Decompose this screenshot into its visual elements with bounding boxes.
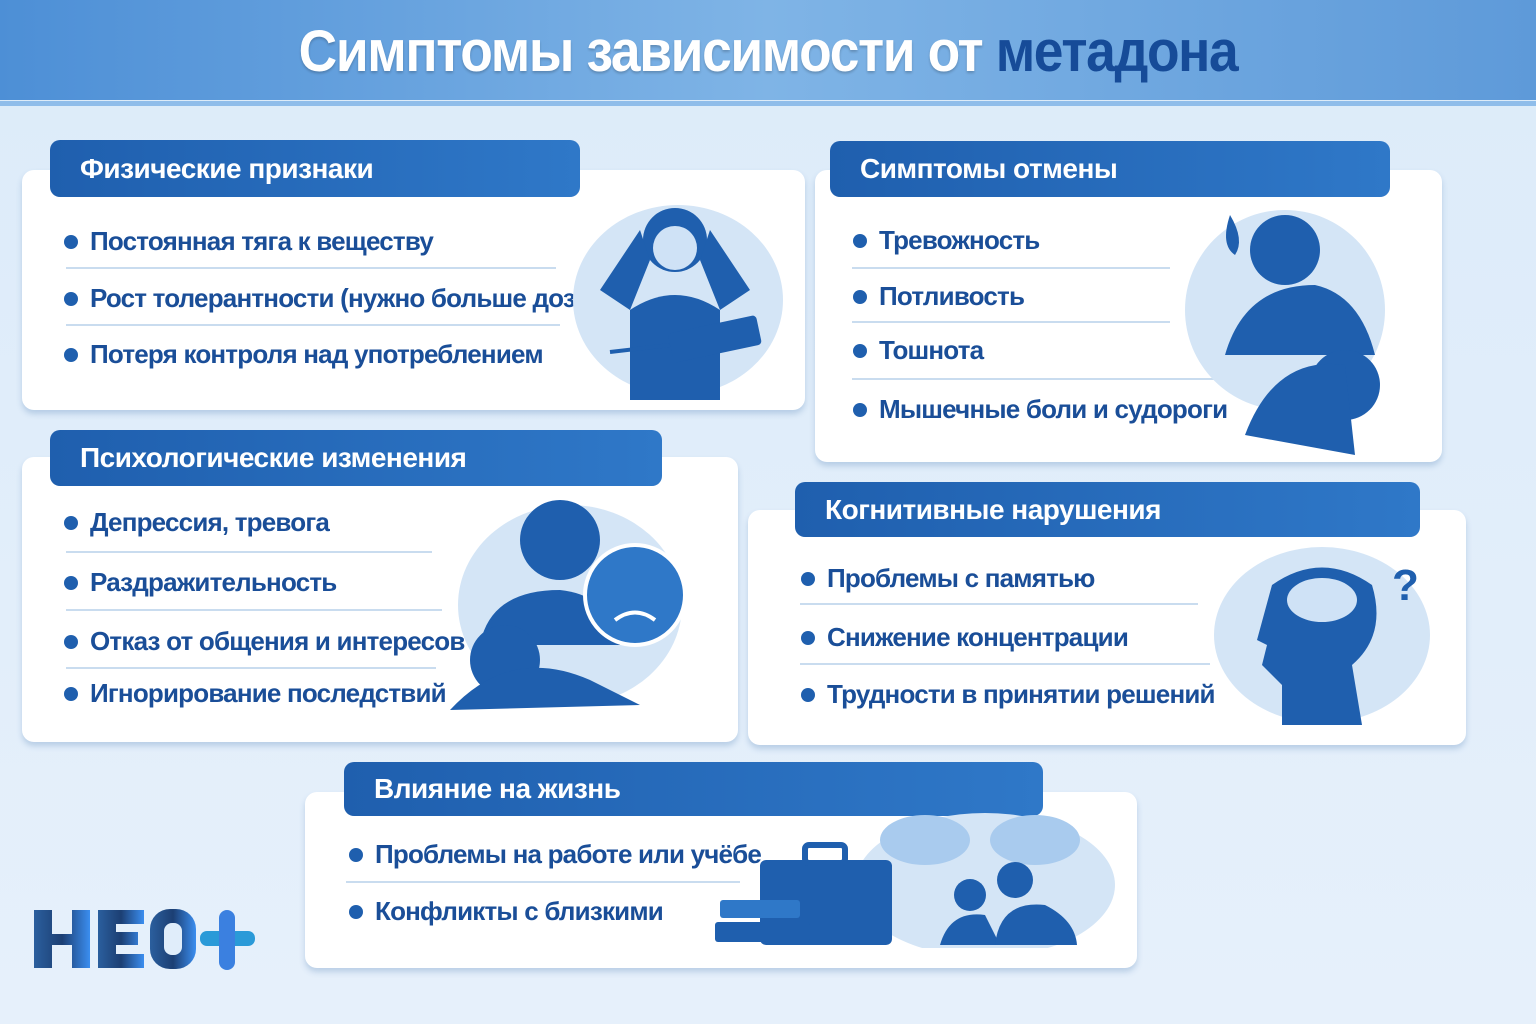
list-item: Постоянная тяга к веществу xyxy=(64,226,434,257)
svg-text:?: ? xyxy=(1392,561,1419,610)
header-physical: Физические признаки xyxy=(50,140,580,197)
list-item: Рост толерантности (нужно больше дозы) xyxy=(64,283,605,314)
list-item: Снижение концентрации xyxy=(801,622,1129,653)
list-item: Потливость xyxy=(853,281,1025,312)
list-item: Конфликты с близкими xyxy=(349,896,664,927)
header-psychological: Психологические изменения xyxy=(50,430,662,486)
title-main: Симптомы зависимости от xyxy=(298,19,984,84)
confused-head-brain-icon: ? xyxy=(1214,547,1430,725)
list-item: Проблемы с памятью xyxy=(801,563,1095,594)
header-cognitive: Когнитивные нарушения xyxy=(795,482,1420,537)
page-title: Симптомы зависимости от метадона xyxy=(61,18,1474,85)
list-item: Тошнота xyxy=(853,335,984,366)
list-item: Трудности в принятии решений xyxy=(801,679,1216,710)
title-accent: метадона xyxy=(995,19,1239,84)
list-item: Раздражительность xyxy=(64,567,337,598)
list-item: Депрессия, тревога xyxy=(64,507,330,538)
list-item: Мышечные боли и судороги xyxy=(853,394,1228,425)
header-life: Влияние на жизнь xyxy=(344,762,1043,816)
list-item: Потеря контроля над употреблением xyxy=(64,339,544,370)
title-banner xyxy=(0,0,1536,100)
neo-plus-logo xyxy=(34,909,255,970)
list-item: Тревожность xyxy=(853,225,1040,256)
sweating-nauseous-person-icon xyxy=(1185,210,1385,455)
list-item: Отказ от общения и интересов xyxy=(64,626,465,657)
list-item: Игнорирование последствий xyxy=(64,678,447,709)
header-withdrawal: Симптомы отмены xyxy=(830,141,1390,197)
briefcase-books-arguing-people-icon xyxy=(715,813,1115,948)
list-item: Проблемы на работе или учёбе xyxy=(349,839,762,870)
sad-angry-faces-icon xyxy=(450,500,687,710)
divider xyxy=(0,101,1536,106)
person-holding-head-syringe-icon xyxy=(573,205,783,400)
